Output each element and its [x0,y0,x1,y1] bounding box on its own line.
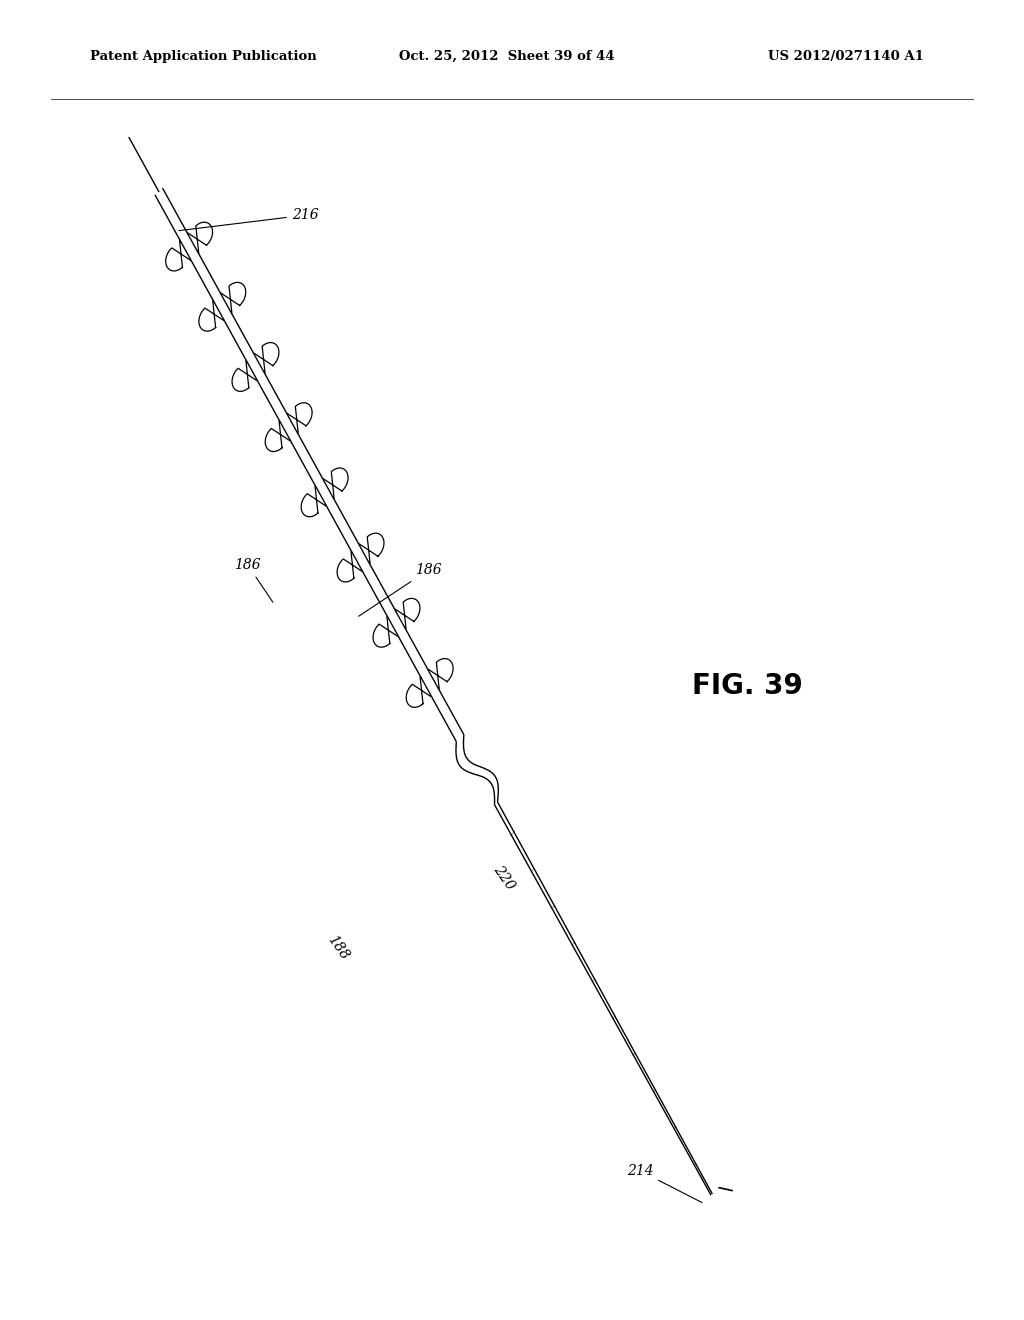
Text: 214: 214 [627,1164,702,1203]
Polygon shape [427,659,453,690]
Polygon shape [394,598,420,630]
Text: 220: 220 [490,863,517,892]
Polygon shape [407,676,432,708]
Text: 188: 188 [325,933,351,962]
Polygon shape [301,484,327,516]
Polygon shape [220,282,246,314]
Text: FIG. 39: FIG. 39 [692,672,803,701]
Polygon shape [373,615,398,647]
Text: 216: 216 [179,209,318,231]
Polygon shape [232,359,258,391]
Polygon shape [199,300,224,331]
Text: 186: 186 [358,564,441,616]
Text: 186: 186 [234,558,272,602]
Polygon shape [253,343,279,375]
Polygon shape [358,533,384,565]
Text: Patent Application Publication: Patent Application Publication [90,50,316,63]
Polygon shape [166,239,191,271]
Polygon shape [187,222,213,253]
Polygon shape [337,550,362,582]
Polygon shape [287,403,312,434]
Polygon shape [265,420,291,451]
Text: Oct. 25, 2012  Sheet 39 of 44: Oct. 25, 2012 Sheet 39 of 44 [399,50,615,63]
Polygon shape [323,469,348,500]
Text: US 2012/0271140 A1: US 2012/0271140 A1 [768,50,924,63]
